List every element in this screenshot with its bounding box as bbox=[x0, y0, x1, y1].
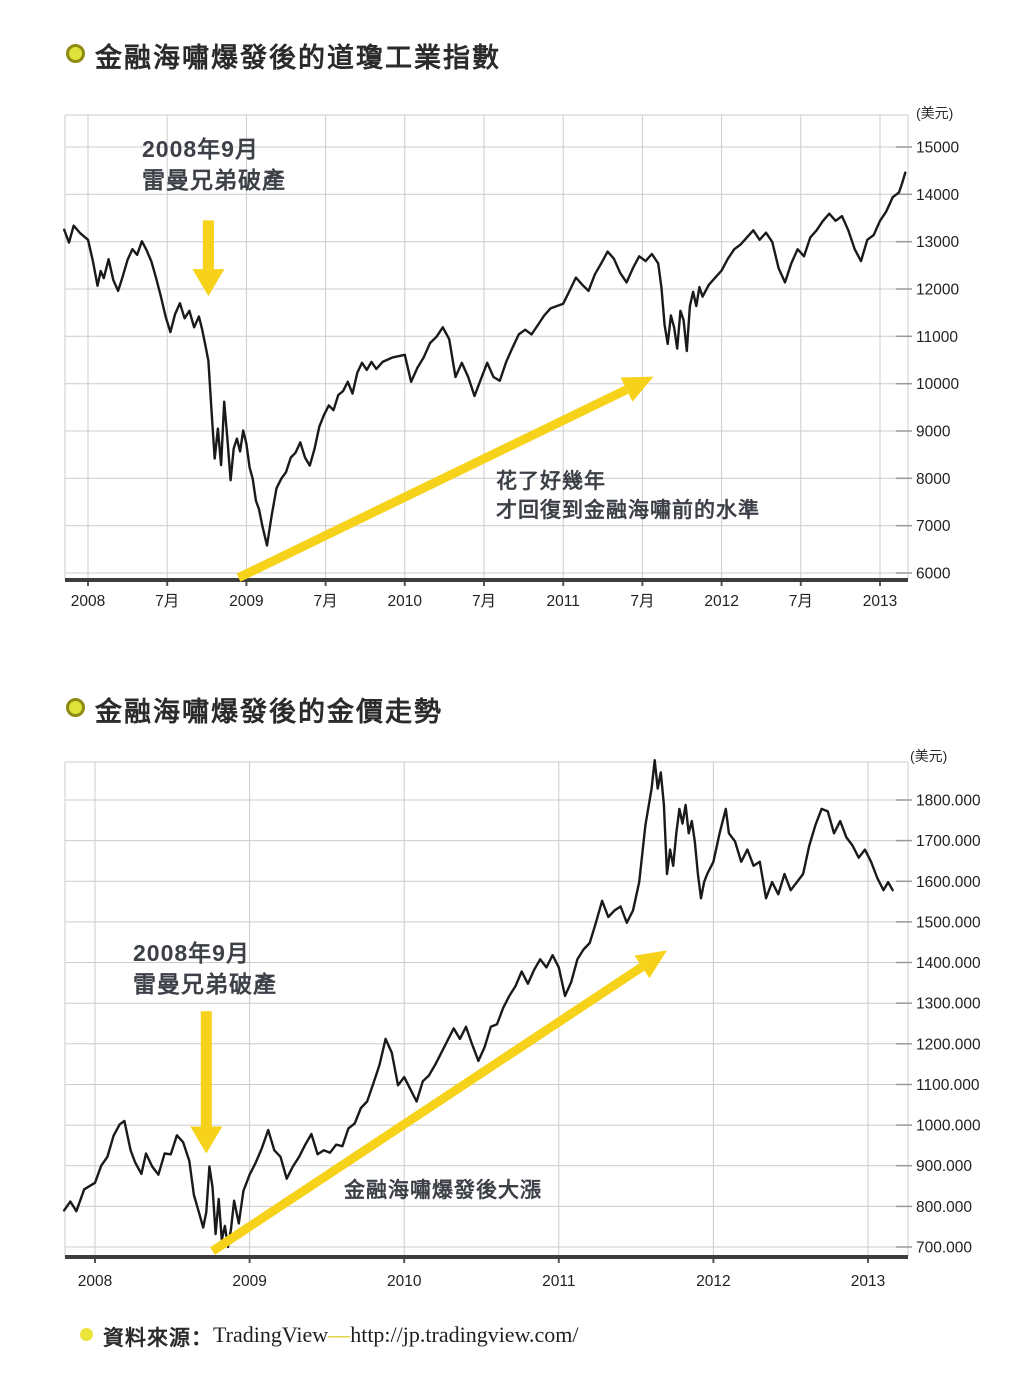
y-tick-label: 15000 bbox=[916, 140, 959, 157]
y-tick-label: 1300.000 bbox=[916, 996, 981, 1013]
y-tick-label: 800.000 bbox=[916, 1199, 972, 1216]
y-tick-label: 14000 bbox=[916, 187, 959, 204]
lehman-arrow-head bbox=[190, 1126, 223, 1154]
x-tick-label: 7月 bbox=[472, 593, 496, 610]
x-tick-label: 2008 bbox=[78, 1273, 112, 1290]
source-bullet-icon bbox=[80, 1328, 93, 1341]
y-tick-label: 700.000 bbox=[916, 1240, 972, 1257]
dow-lehman-line1: 2008年9月 bbox=[142, 136, 259, 162]
dow-lehman-annotation: 2008年9月 雷曼兄弟破產 bbox=[142, 134, 286, 196]
x-tick-label: 7月 bbox=[314, 593, 338, 610]
y-axis-unit-label: (美元) bbox=[916, 105, 953, 121]
title-bullet-icon bbox=[66, 44, 85, 63]
x-tick-label: 2010 bbox=[388, 593, 423, 610]
source-label: 資料來源： bbox=[103, 1327, 213, 1350]
source-url: http://jp.tradingview.com/ bbox=[350, 1322, 579, 1347]
y-tick-label: 7000 bbox=[916, 518, 951, 535]
dow-chart-plot: (美元) 15000 14000 13000 12000 11000 10000 9000 80… bbox=[62, 105, 959, 610]
y-tick-label: 13000 bbox=[916, 234, 959, 251]
x-tick-label: 2013 bbox=[863, 593, 897, 610]
lehman-arrow-head bbox=[192, 269, 225, 297]
y-tick-label: 9000 bbox=[916, 424, 951, 441]
x-tick-label: 2013 bbox=[851, 1273, 885, 1290]
x-tick-label: 2009 bbox=[232, 1273, 266, 1290]
x-tick-label: 7月 bbox=[630, 593, 654, 610]
dow-recovery-annotation: 花了好幾年 才回復到金融海嘯前的水準 bbox=[496, 467, 760, 525]
y-tick-label: 8000 bbox=[916, 471, 951, 488]
source-row: 資料來源： TradingView — http://jp.tradingvie… bbox=[80, 1322, 579, 1352]
dow-lehman-line2: 雷曼兄弟破產 bbox=[142, 167, 286, 193]
gold-lehman-line1: 2008年9月 bbox=[133, 940, 250, 966]
x-tick-label: 2011 bbox=[542, 1273, 575, 1290]
y-tick-label: 10000 bbox=[916, 376, 959, 393]
source-name: TradingView bbox=[213, 1322, 329, 1347]
gold-chart-title: 金融海嘯爆發後的金價走勢 bbox=[95, 697, 443, 727]
trend-arrow-head bbox=[634, 950, 667, 979]
dow-recovery-line1: 花了好幾年 bbox=[496, 470, 606, 493]
gold-chart-title-row: 金融海嘯爆發後的金價走勢 bbox=[66, 690, 443, 729]
gold-lehman-annotation: 2008年9月 雷曼兄弟破產 bbox=[133, 938, 277, 1000]
y-tick-label: 1700.000 bbox=[916, 833, 981, 850]
trend-arrow-head bbox=[620, 376, 654, 402]
y-tick-label: 1100.000 bbox=[916, 1077, 980, 1094]
x-tick-label: 2012 bbox=[704, 593, 738, 610]
y-tick-label: 1600.000 bbox=[916, 874, 981, 891]
x-tick-label: 2010 bbox=[387, 1273, 422, 1290]
y-tick-label: 1000.000 bbox=[916, 1118, 981, 1135]
gold-surge-annotation: 金融海嘯爆發後大漲 bbox=[344, 1176, 542, 1205]
y-tick-label: 1200.000 bbox=[916, 1036, 981, 1053]
x-tick-label: 2008 bbox=[71, 593, 105, 610]
x-tick-label: 2011 bbox=[547, 593, 580, 610]
title-bullet-icon bbox=[66, 698, 85, 717]
gold-chart-plot: (美元) 1800.000 1700.000 1600.000 1500.000 1400… bbox=[62, 748, 981, 1290]
y-tick-label: 12000 bbox=[916, 282, 959, 299]
x-tick-label: 7月 bbox=[789, 593, 813, 610]
y-tick-label: 1500.000 bbox=[916, 914, 981, 931]
x-tick-label: 2012 bbox=[696, 1273, 730, 1290]
series-line bbox=[62, 758, 894, 1249]
x-tick-label: 7月 bbox=[155, 593, 179, 610]
dow-recovery-line2: 才回復到金融海嘯前的水準 bbox=[496, 499, 760, 522]
dow-chart-title-row: 金融海嘯爆發後的道瓊工業指數 bbox=[66, 36, 501, 75]
source-separator: — bbox=[328, 1322, 351, 1347]
y-tick-label: 1800.000 bbox=[916, 793, 981, 810]
trend-arrow-shaft bbox=[236, 385, 629, 582]
y-axis-unit-label: (美元) bbox=[910, 748, 947, 764]
dow-chart-title: 金融海嘯爆發後的道瓊工業指數 bbox=[95, 43, 501, 73]
gold-surge-line1: 金融海嘯爆發後大漲 bbox=[344, 1179, 542, 1202]
gold-lehman-line2: 雷曼兄弟破產 bbox=[133, 971, 277, 997]
series-line bbox=[62, 171, 907, 547]
x-tick-label: 2009 bbox=[229, 593, 263, 610]
y-tick-label: 1400.000 bbox=[916, 955, 981, 972]
y-tick-label: 900.000 bbox=[916, 1158, 972, 1175]
y-tick-label: 6000 bbox=[916, 566, 951, 583]
trend-arrow-shaft bbox=[210, 963, 645, 1255]
y-tick-label: 11000 bbox=[916, 329, 958, 346]
